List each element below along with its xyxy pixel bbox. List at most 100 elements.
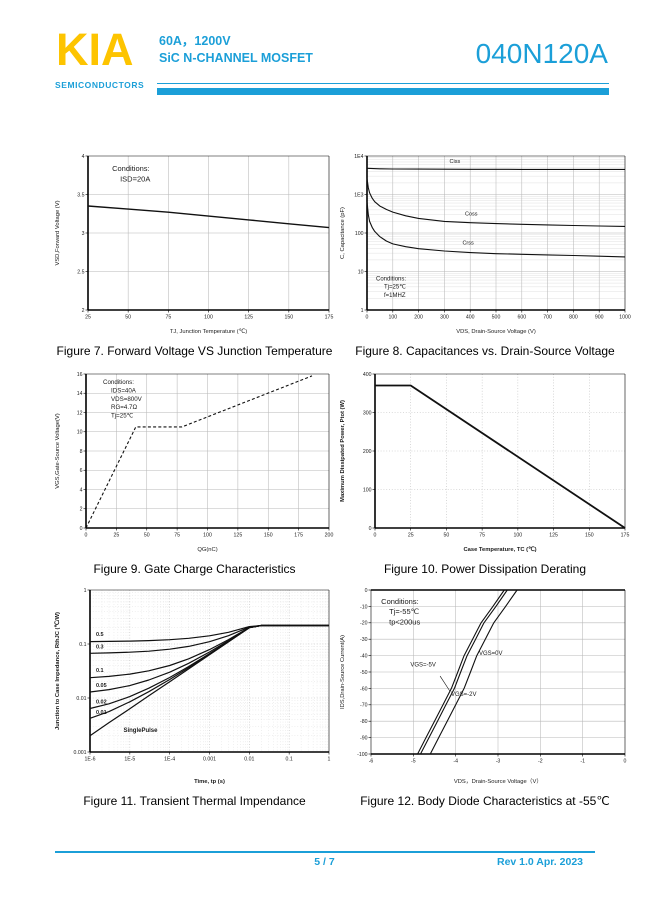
svg-text:2: 2 (82, 308, 85, 314)
svg-text:Conditions:: Conditions: (381, 597, 419, 606)
svg-text:ISD=20A: ISD=20A (120, 174, 150, 183)
svg-text:0.1: 0.1 (96, 668, 104, 674)
svg-text:-5: -5 (411, 759, 416, 765)
svg-text:-90: -90 (360, 736, 368, 742)
svg-text:0.01: 0.01 (76, 696, 86, 702)
svg-text:75: 75 (165, 315, 171, 321)
svg-text:Tj=-55℃: Tj=-55℃ (389, 607, 419, 616)
svg-text:f=1MHZ: f=1MHZ (384, 293, 406, 299)
svg-text:RG=4.7Ω: RG=4.7Ω (111, 404, 137, 411)
svg-text:0: 0 (80, 526, 83, 532)
svg-text:VSD,Forward Voltage (V): VSD,Forward Voltage (V) (55, 200, 61, 265)
svg-text:0.02: 0.02 (96, 699, 107, 705)
svg-text:VGS=-2V: VGS=-2V (451, 692, 477, 698)
svg-text:175: 175 (621, 533, 630, 539)
figure-11: 1E-6 1E-5 1E-4 0.001 0.01 0.1 1 0.001 0.01 0.1 1 Ti… (52, 584, 337, 808)
svg-text:500: 500 (492, 315, 501, 321)
svg-text:Conditions:: Conditions: (376, 277, 406, 283)
svg-text:0.001: 0.001 (203, 757, 216, 763)
svg-text:-40: -40 (360, 654, 368, 660)
svg-text:75: 75 (174, 533, 180, 539)
svg-text:100: 100 (363, 487, 372, 493)
svg-text:Conditions:: Conditions: (103, 379, 134, 386)
svg-text:125: 125 (234, 533, 243, 539)
svg-text:0.01: 0.01 (96, 710, 107, 716)
figure-11-caption: Figure 11. Transient Thermal Impendance (83, 794, 306, 808)
svg-text:1E-6: 1E-6 (85, 757, 96, 763)
svg-text:2: 2 (80, 507, 83, 513)
svg-text:QG(nC): QG(nC) (197, 547, 217, 553)
svg-text:14: 14 (77, 391, 83, 397)
svg-text:200: 200 (414, 315, 423, 321)
svg-text:0: 0 (374, 533, 377, 539)
svg-text:Tj=25℃: Tj=25℃ (384, 285, 406, 291)
svg-text:C, Capacitance (pF): C, Capacitance (pF) (340, 207, 346, 259)
svg-text:800: 800 (569, 315, 578, 321)
svg-text:75: 75 (479, 533, 485, 539)
svg-text:0.001: 0.001 (74, 750, 87, 756)
svg-text:VGS,Gate-Source Voltage(V): VGS,Gate-Source Voltage(V) (55, 413, 61, 488)
revision-text: Rev 1.0 Apr. 2023 (497, 856, 583, 868)
svg-text:125: 125 (244, 315, 253, 321)
svg-text:VDS，Drain-Source Voltage（V）: VDS，Drain-Source Voltage（V） (454, 778, 542, 785)
svg-text:1E-4: 1E-4 (164, 757, 175, 763)
figure-8-chart: 0 100 200 300 400 500 600 700 800 900 1000 1 10 100 1E… (337, 150, 633, 341)
svg-text:IDS,Drain-Source Current(A): IDS,Drain-Source Current(A) (340, 635, 346, 709)
figure-9-caption: Figure 9. Gate Charge Characteristics (93, 562, 296, 576)
footer-rule (55, 851, 595, 853)
svg-text:0.01: 0.01 (244, 757, 254, 763)
svg-text:VDS=800V: VDS=800V (111, 396, 143, 403)
subtitle-rating: 60A，1200V (159, 34, 231, 48)
page-indicator: 5 / 7 (314, 856, 335, 868)
svg-text:900: 900 (595, 315, 604, 321)
svg-text:200: 200 (325, 533, 334, 539)
svg-text:16: 16 (77, 372, 83, 378)
svg-text:125: 125 (549, 533, 558, 539)
svg-text:IDS=40A: IDS=40A (111, 387, 137, 394)
svg-text:100: 100 (388, 315, 397, 321)
figure-10-chart: 0 25 50 75 100 125 150 175 0 100 200 300 400 Case Tem… (337, 368, 633, 559)
svg-text:12: 12 (77, 410, 83, 416)
svg-text:0: 0 (369, 526, 372, 532)
svg-text:4: 4 (82, 154, 85, 160)
kia-logo: KIA (56, 24, 134, 75)
svg-text:8: 8 (80, 449, 83, 455)
svg-text:4: 4 (80, 487, 83, 493)
svg-text:0.1: 0.1 (79, 642, 86, 648)
figure-12: -6 -5 -4 -3 -2 -1 0 0 -10 -20 -30 -40 -50 -60 -70 -80 -9… (337, 584, 633, 808)
svg-text:0: 0 (365, 588, 368, 594)
figure-8-caption: Figure 8. Capacitances vs. Drain-Source … (355, 344, 615, 358)
svg-text:0: 0 (366, 315, 369, 321)
svg-text:0: 0 (85, 533, 88, 539)
svg-text:VDS, Drain-Source Voltage (V): VDS, Drain-Source Voltage (V) (456, 329, 536, 335)
svg-text:700: 700 (543, 315, 552, 321)
svg-text:100: 100 (514, 533, 523, 539)
svg-text:SinglePulse: SinglePulse (123, 728, 158, 734)
svg-text:200: 200 (363, 449, 372, 455)
svg-text:50: 50 (444, 533, 450, 539)
svg-text:1E-5: 1E-5 (124, 757, 135, 763)
svg-text:Time, tp (s): Time, tp (s) (194, 779, 225, 785)
svg-text:Conditions:: Conditions: (112, 164, 150, 173)
svg-text:TJ, Junction Temperature (℃): TJ, Junction Temperature (℃) (170, 329, 247, 335)
svg-text:6: 6 (80, 468, 83, 474)
svg-text:-20: -20 (360, 621, 368, 627)
svg-text:100: 100 (355, 231, 364, 237)
svg-text:-6: -6 (369, 759, 374, 765)
figure-12-caption: Figure 12. Body Diode Characteristics at… (360, 794, 610, 808)
svg-text:-80: -80 (360, 719, 368, 725)
figure-10: 0 25 50 75 100 125 150 175 0 100 200 300 400 Case Tem… (337, 368, 633, 576)
svg-text:Tj=25℃: Tj=25℃ (111, 413, 134, 420)
logo-subtext: SEMICONDUCTORS (55, 80, 145, 90)
svg-text:0.3: 0.3 (96, 644, 104, 650)
svg-text:-10: -10 (360, 604, 368, 610)
svg-text:Coss: Coss (465, 211, 478, 217)
part-number: 040N120A (475, 38, 608, 69)
svg-text:400: 400 (363, 372, 372, 378)
svg-text:0.1: 0.1 (286, 757, 293, 763)
svg-text:10: 10 (77, 430, 83, 436)
svg-text:400: 400 (466, 315, 475, 321)
svg-text:Ciss: Ciss (450, 159, 461, 165)
svg-text:3.5: 3.5 (77, 192, 84, 198)
svg-text:VGS=-5V: VGS=-5V (410, 662, 436, 668)
